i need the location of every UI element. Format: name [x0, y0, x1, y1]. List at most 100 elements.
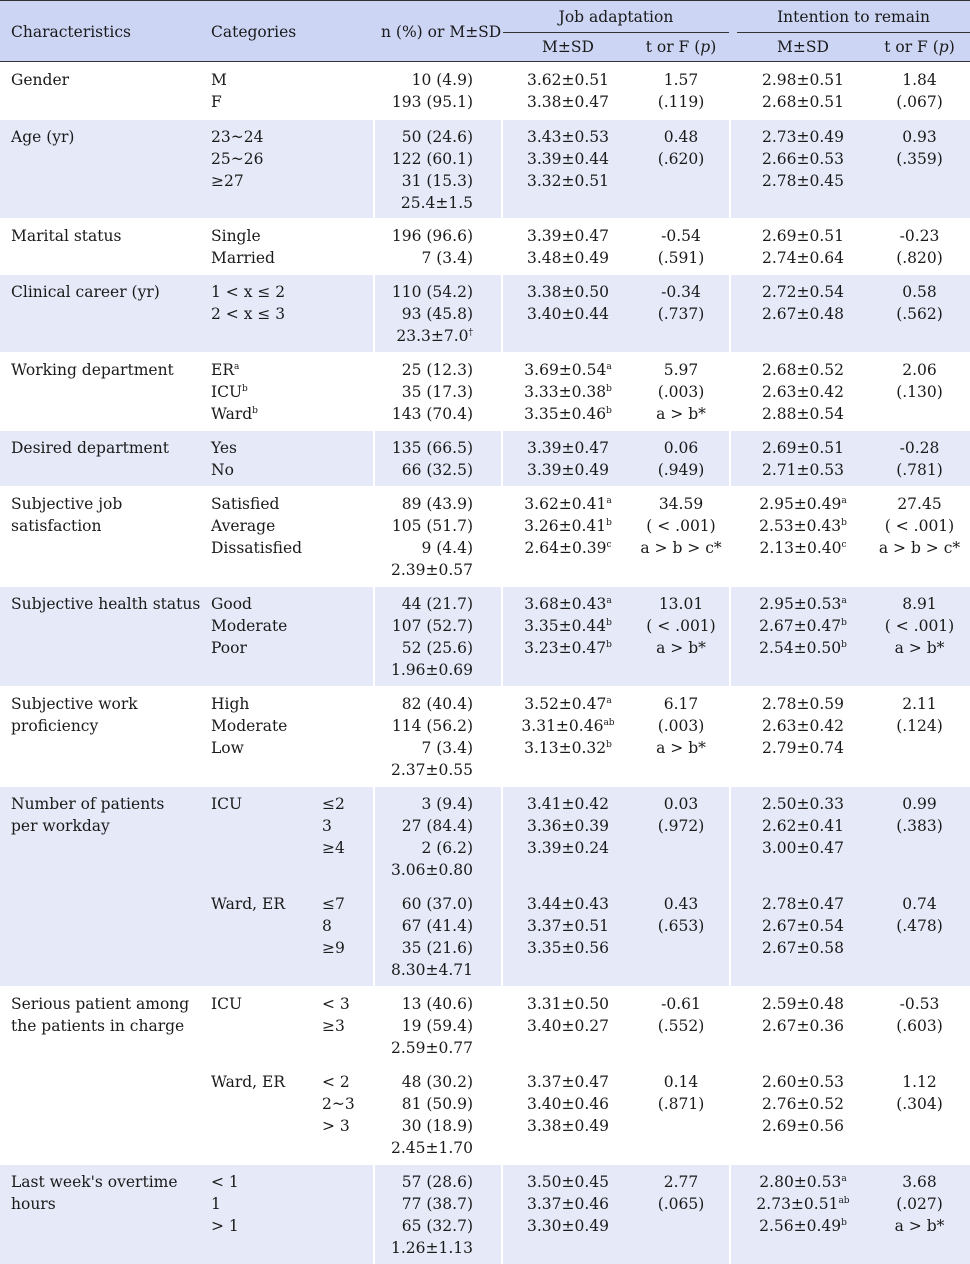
job-adaptation-test-line: 0.03 — [663, 795, 699, 813]
n-pct-value-line: 81 (50.9) — [401, 1095, 473, 1113]
category-label: Single Married — [211, 225, 321, 269]
characteristic-label-line: per workday — [11, 817, 110, 835]
job-adaptation-test-line: -0.61 — [661, 995, 701, 1013]
job-adaptation-msd: 3.38±0.50 3.40±0.44 — [503, 281, 633, 325]
job-adaptation-msd-line: 3.33±0.38b — [524, 383, 612, 401]
category-label-line: Single — [211, 227, 261, 245]
n-pct-value-line: 114 (56.2) — [391, 717, 473, 735]
n-pct-value: 3 (9.4) 27 (84.4) 2 (6.2) 3.06±0.80 — [373, 793, 473, 881]
job-adaptation-test-line: (.871) — [657, 1095, 705, 1113]
table-row: Subjective job satisfaction Satisfied Avera… — [0, 486, 970, 586]
n-pct-value-line: 27 (84.4) — [401, 817, 473, 835]
intention-msd-line: 2.67±0.48 — [761, 305, 844, 323]
subcategory-label-line: ≤7 — [322, 895, 345, 913]
intention-test-line: 2.06 — [902, 361, 937, 379]
n-pct-value-line: 48 (30.2) — [401, 1073, 473, 1091]
table-row: Age (yr) 23~24 25~26 ≥27 50 (24.6) 122 (60.1)… — [0, 119, 970, 218]
category-label-line: F — [211, 93, 222, 111]
subcategory-label-line: 8 — [322, 917, 332, 935]
header-ja-msd: M±SD — [542, 38, 594, 56]
n-pct-value-line: 13 (40.6) — [401, 995, 473, 1013]
category-label: ICU — [211, 793, 321, 815]
subcategory-label-line: 3 — [322, 817, 332, 835]
intention-msd-line: 2.69±0.51 — [761, 227, 844, 245]
n-pct-value-line: 57 (28.6) — [401, 1173, 473, 1191]
row-separator — [0, 486, 970, 487]
n-pct-value-line: 7 (3.4) — [421, 739, 473, 757]
row-separator — [0, 686, 970, 687]
n-pct-value-line: 196 (96.6) — [391, 227, 473, 245]
n-pct-value-line: 93 (45.8) — [401, 305, 473, 323]
intention-msd-line: 2.73±0.51ab — [756, 1195, 850, 1213]
subcategory-label-line: < 2 — [322, 1073, 350, 1091]
category-label-line: Average — [211, 517, 276, 535]
intention-msd: 2.59±0.48 2.67±0.36 — [737, 993, 869, 1037]
job-adaptation-test: 0.48 (.620) — [633, 126, 729, 170]
row-separator — [0, 119, 970, 120]
intention-msd: 2.78±0.47 2.67±0.54 2.67±0.58 — [737, 893, 869, 959]
intention-msd-line: 2.62±0.41 — [761, 817, 844, 835]
n-pct-value-line: 30 (18.9) — [401, 1117, 473, 1135]
job-adaptation-msd: 3.52±0.47a 3.31±0.46ab 3.13±0.32b — [503, 693, 633, 759]
intention-msd-line: 2.66±0.53 — [761, 150, 844, 168]
intention-test-line: (.478) — [896, 917, 943, 935]
intention-test: 0.74 (.478) — [869, 893, 970, 937]
intention-msd-line: 2.73±0.49 — [761, 128, 844, 146]
row-separator — [0, 430, 970, 431]
table-row: Serious patient among the patients in cha… — [0, 986, 970, 1164]
intention-msd-line: 2.63±0.42 — [761, 717, 844, 735]
n-pct-value-line: 77 (38.7) — [401, 1195, 473, 1213]
subcategory-label: ≤2 3 ≥4 — [322, 793, 372, 859]
intention-msd-line: 2.67±0.47b — [759, 617, 847, 635]
job-adaptation-msd-line: 3.35±0.44b — [524, 617, 612, 635]
n-pct-value-line: 7 (3.4) — [421, 249, 473, 267]
job-adaptation-test-line: 34.59 — [658, 495, 704, 513]
n-pct-value: 57 (28.6) 77 (38.7) 65 (32.7) 1.26±1.13 — [373, 1171, 473, 1259]
characteristic-label: Clinical career (yr) — [11, 281, 201, 303]
column-gutter — [501, 986, 503, 1164]
job-adaptation-test-line: -0.54 — [661, 227, 701, 245]
column-gutter — [729, 119, 731, 218]
job-adaptation-test-line: 1.57 — [663, 71, 699, 89]
intention-test-line: 1.12 — [902, 1073, 937, 1091]
characteristic-label: Subjective work proficiency — [11, 693, 201, 737]
characteristic-label-line: Subjective work — [11, 695, 138, 713]
job-adaptation-test-line: 0.06 — [663, 439, 699, 457]
characteristic-label-line: Last week's overtime — [11, 1173, 178, 1191]
category-label: 1 < x ≤ 2 2 < x ≤ 3 — [211, 281, 321, 325]
category-label: < 1 1 > 1 — [211, 1171, 321, 1237]
intention-msd: 2.72±0.54 2.67±0.48 — [737, 281, 869, 325]
category-label: Yes No — [211, 437, 321, 481]
job-adaptation-test-line: 2.77 — [663, 1173, 699, 1191]
intention-msd: 2.69±0.51 2.74±0.64 — [737, 225, 869, 269]
header-im-t-or-f: t or F (p) — [869, 38, 970, 56]
n-pct-value-line: 8.30±4.71 — [390, 961, 473, 979]
table-row: Number of patients per workday ICU ≤2 3 ≥4 3 (… — [0, 786, 970, 986]
row-separator — [0, 352, 970, 353]
category-label: ERa ICUb Wardb — [211, 359, 321, 425]
n-pct-value-line: 31 (15.3) — [401, 172, 473, 190]
category-label: Ward, ER — [211, 893, 321, 915]
n-pct-value-line: 2.45±1.70 — [390, 1139, 473, 1157]
category-label-line: High — [211, 695, 250, 713]
category-label-line: 1 < x ≤ 2 — [211, 283, 286, 301]
job-adaptation-msd-line: 3.40±0.44 — [526, 305, 609, 323]
category-label: ICU — [211, 993, 321, 1015]
subcategory-label-line: ≥9 — [322, 939, 345, 957]
intention-test: 1.12 (.304) — [869, 1071, 970, 1115]
n-pct-value-line: 89 (43.9) — [401, 495, 473, 513]
top-rule — [0, 0, 970, 1]
column-gutter — [373, 119, 375, 218]
row-separator — [0, 1164, 970, 1165]
job-adaptation-test-line: a > b* — [656, 405, 706, 423]
header-ja-t-or-f-text: t or F (p) — [645, 38, 717, 56]
job-adaptation-msd-line: 3.23±0.47b — [524, 639, 612, 657]
category-label-line: Satisfied — [211, 495, 280, 513]
job-adaptation-msd-line: 3.43±0.53 — [526, 128, 609, 146]
category-label-line: Wardb — [211, 405, 258, 423]
intention-msd-line: 2.68±0.52 — [761, 361, 844, 379]
category-label-line: Married — [211, 249, 275, 267]
intention-msd-line: 2.13±0.40c — [759, 539, 847, 557]
job-adaptation-msd-line: 2.64±0.39c — [524, 539, 612, 557]
